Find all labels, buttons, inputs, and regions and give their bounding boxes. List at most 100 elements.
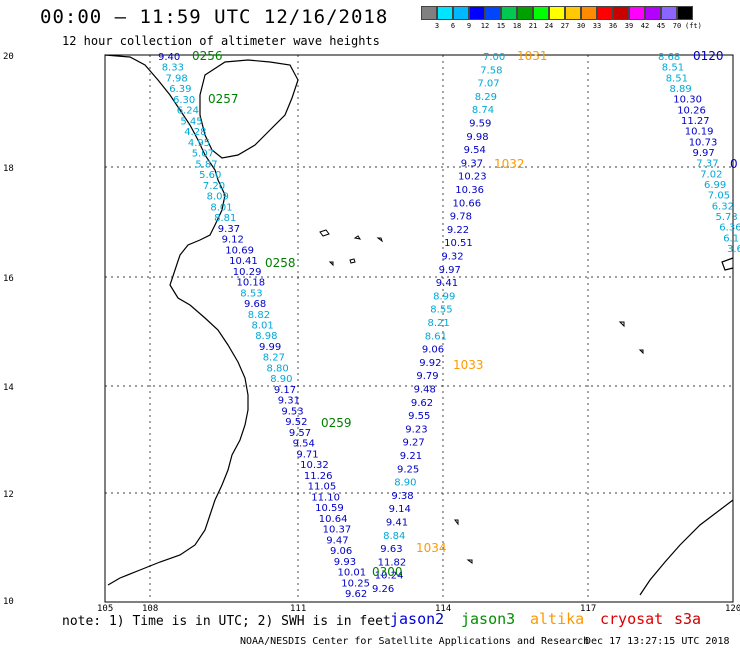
wave-height-value: 9.38	[391, 491, 413, 502]
wave-height-value: 8.90	[394, 478, 416, 489]
wave-height-value: 6.39	[169, 84, 191, 95]
wave-height-value: 9.12	[222, 235, 244, 246]
lon-tick-label: 120	[725, 604, 740, 614]
wave-height-value: 9.14	[389, 504, 411, 515]
wave-height-value: 9.55	[408, 411, 430, 422]
wave-height-value: 5.07	[192, 149, 214, 160]
scale-swatch	[453, 6, 469, 20]
wave-height-value: 9.31	[278, 396, 300, 407]
scale-swatch	[437, 6, 453, 20]
islands	[319, 229, 644, 564]
wave-height-value: 8.80	[267, 364, 289, 375]
page-subtitle: 12 hour collection of altimeter wave hei…	[62, 34, 380, 48]
scale-label: 36	[608, 22, 618, 30]
wave-height-value: 9.40	[158, 52, 180, 63]
lat-tick-label: 14	[3, 383, 14, 393]
wave-height-value: 9.59	[469, 119, 491, 130]
scale-swatch	[629, 6, 645, 20]
scale-swatch	[581, 6, 597, 20]
wave-height-value: 3.6	[727, 244, 740, 255]
wave-height-value: 8.01	[252, 321, 274, 332]
timestamp: Dec 17 13:27:15 UTC 2018	[585, 636, 730, 647]
legend-jason3: jason3	[461, 610, 516, 628]
wave-height-value: 9.17	[274, 385, 296, 396]
legend-s3a: s3a	[674, 610, 702, 628]
wave-height-value: 8.99	[433, 291, 455, 302]
wave-height-value: 8.74	[472, 105, 494, 116]
coastline-hainan	[199, 59, 299, 159]
wave-height-value: 9.06	[422, 345, 444, 356]
wave-height-value: 10.24	[375, 571, 404, 582]
wave-height-value: 9.93	[334, 557, 356, 568]
scale-label: 12	[480, 22, 490, 30]
wave-height-value: 8.82	[248, 310, 270, 321]
wave-height-value: 8.81	[214, 213, 236, 224]
scale-label: 9	[466, 22, 472, 30]
wave-height-value: 4.28	[184, 127, 206, 138]
scale-label: 24	[544, 22, 554, 30]
wave-height-value: 9.54	[293, 439, 315, 450]
wave-height-value: 7.98	[166, 74, 188, 85]
scale-label: 27	[560, 22, 570, 30]
pass-time-label: 0257	[208, 92, 239, 106]
coastline-vietnam	[104, 54, 249, 586]
scale-swatch	[597, 6, 613, 20]
wave-height-value: 9.37	[461, 158, 483, 169]
wave-height-value: 7.37	[696, 159, 718, 170]
pass-time-label: 0256	[192, 49, 223, 63]
scale-label: (ft)	[685, 22, 702, 30]
wave-height-value: 9.41	[436, 278, 458, 289]
wave-height-value: 6.24	[177, 106, 199, 117]
wave-height-value: 10.37	[323, 525, 352, 536]
lon-tick-label: 114	[435, 604, 451, 614]
legend-cryosat: cryosat	[600, 610, 664, 628]
pass-time-label: 1034	[416, 541, 447, 555]
track-jason2-east: 8.688.518.518.8910.3010.2611.2710.1910.7…	[658, 52, 740, 255]
wave-height-value: 7.02	[700, 169, 722, 180]
wave-height-value: 9.68	[244, 299, 266, 310]
lat-tick-label: 12	[3, 490, 14, 500]
credit: NOAA/NESDIS Center for Satellite Applica…	[240, 636, 590, 647]
scale-swatch	[661, 6, 677, 20]
wave-height-value: 8.98	[255, 331, 277, 342]
wave-height-value: 9.06	[330, 546, 352, 557]
wave-height-value: 9.41	[386, 518, 408, 529]
wave-height-value: 11.05	[308, 482, 337, 493]
wave-height-value: 9.62	[411, 398, 433, 409]
scale-swatch	[565, 6, 581, 20]
wave-height-value: 4.95	[188, 138, 210, 149]
lat-tick-label: 16	[3, 274, 14, 284]
wave-height-value: 9.23	[405, 424, 427, 435]
wave-height-value: 8.33	[162, 63, 184, 74]
wave-height-value: 9.97	[439, 265, 461, 276]
wave-height-value: 10.51	[444, 238, 473, 249]
scale-swatch	[501, 6, 517, 20]
pass-time-label: 0120	[693, 49, 724, 63]
wave-height-value: 9.26	[372, 584, 394, 595]
wave-height-value: 9.37	[218, 224, 240, 235]
wave-height-value: 8.84	[383, 531, 405, 542]
wave-height-value: 9.63	[380, 544, 402, 555]
wave-height-value: 5.60	[199, 170, 221, 181]
wave-height-value: 8.68	[658, 52, 680, 63]
lon-tick-label: 108	[142, 604, 158, 614]
coastline-luzon	[721, 257, 734, 271]
wave-height-value: 9.54	[464, 145, 486, 156]
wave-height-value: 6.30	[173, 95, 195, 106]
wave-height-value: 9.92	[419, 358, 441, 369]
wave-height-value: 9.97	[693, 148, 715, 159]
pass-time-label: 1031	[517, 49, 548, 63]
scale-label: 3	[434, 22, 440, 30]
scale-label: 18	[512, 22, 522, 30]
wave-height-value: 8.55	[430, 305, 452, 316]
wave-height-value: 9.98	[466, 132, 488, 143]
wave-height-value: 10.19	[685, 127, 714, 138]
wave-height-value: 8.29	[475, 92, 497, 103]
wave-height-value: 5.45	[180, 116, 202, 127]
wave-height-value: 9.21	[400, 451, 422, 462]
scale-swatch	[549, 6, 565, 20]
pass-time-label: 1033	[453, 358, 484, 372]
wave-height-value: 7.00	[483, 52, 505, 63]
wave-height-value: 9.32	[441, 252, 463, 263]
